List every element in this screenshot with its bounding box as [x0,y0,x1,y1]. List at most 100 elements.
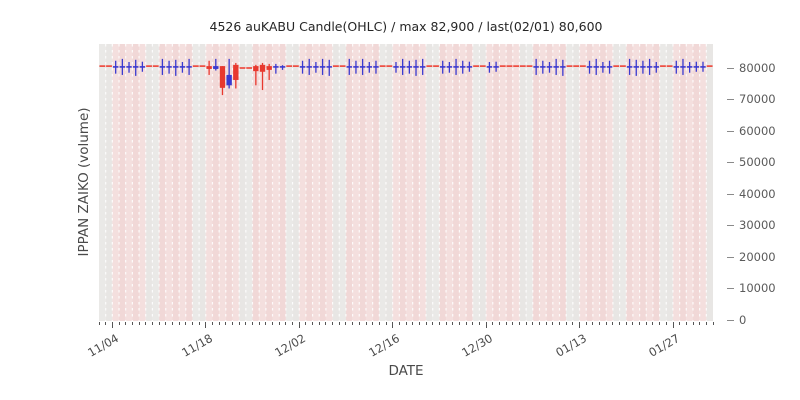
x-minor-tick [458,322,460,325]
x-minor-tick [552,322,554,325]
x-minor-tick [398,322,400,325]
y-tick-mark [727,288,734,289]
x-minor-tick [559,322,560,325]
x-minor-tick [505,322,507,325]
x-minor-tick [652,322,654,325]
x-minor-tick [705,322,707,325]
y-tick-label: 40000 [739,186,776,201]
y-tick-label: 20000 [739,249,776,264]
x-minor-tick [585,322,587,325]
x-minor-tick [532,322,534,325]
x-minor-tick [432,322,434,325]
x-minor-tick [345,322,347,325]
y-tick-label: 50000 [739,155,776,169]
x-minor-tick [545,322,547,325]
x-minor-tick [125,322,127,325]
x-minor-tick [478,322,480,325]
y-axis-label: IPPAN ZAIKO (volume) [76,107,92,257]
x-minor-tick [238,322,240,325]
x-major-tick [111,322,113,328]
x-minor-tick [498,322,500,325]
y-tick-label: 70000 [739,92,776,106]
x-minor-tick [418,322,420,325]
x-minor-tick [452,322,454,325]
x-minor-tick [572,322,574,325]
x-minor-tick [599,322,600,325]
x-minor-tick [685,322,687,325]
x-minor-tick [619,322,621,325]
x-minor-tick [692,322,694,325]
x-minor-tick [445,322,447,325]
chart-title: 4526 auKABU Candle(OHLC) / max 82,900 / … [209,19,603,34]
x-minor-tick [512,322,514,325]
x-minor-tick [98,322,100,325]
x-minor-tick [131,322,133,325]
x-minor-tick [472,322,474,325]
x-minor-tick [158,322,160,325]
x-minor-tick [358,322,360,325]
x-minor-tick [151,322,153,325]
x-minor-tick [145,322,147,325]
x-minor-tick [425,322,427,325]
x-minor-tick [679,322,681,325]
x-minor-tick [659,322,661,325]
x-major-tick [205,322,207,328]
y-tick-mark [727,256,734,258]
x-minor-tick [185,322,187,325]
x-minor-tick [258,322,260,325]
x-minor-tick [438,322,440,325]
x-minor-tick [212,322,213,325]
x-minor-tick [305,322,307,325]
x-minor-tick [138,322,140,325]
x-minor-tick [178,322,180,325]
y-tick-mark [727,193,734,195]
x-minor-tick [405,322,407,325]
y-tick-label: 10000 [739,281,776,295]
x-minor-tick [225,322,227,325]
x-minor-tick [252,322,253,325]
y-tick-label: 80000 [739,60,776,75]
x-minor-tick [245,322,247,325]
x-minor-tick [665,322,667,325]
plot-area [99,44,713,321]
y-tick-mark [727,319,734,321]
y-tick-label: 60000 [739,123,776,138]
x-minor-tick [292,322,293,325]
x-minor-tick [165,322,167,325]
x-minor-tick [191,322,193,325]
x-minor-tick [712,322,714,325]
x-minor-tick [372,322,374,325]
x-minor-tick [639,322,641,325]
x-minor-tick [465,322,467,325]
x-minor-tick [525,322,527,325]
x-minor-tick [118,322,120,325]
x-minor-tick [605,322,607,325]
x-minor-tick [285,322,287,325]
x-minor-tick [632,322,634,325]
x-axis-label: DATE [388,363,424,379]
x-minor-tick [592,322,594,325]
candlestick-chart-svg [99,44,713,321]
x-minor-tick [332,322,334,325]
x-minor-tick [412,322,414,325]
x-minor-tick [699,322,701,325]
x-major-tick [485,322,487,328]
x-minor-tick [278,322,280,325]
x-minor-tick [625,322,627,325]
y-tick-mark [727,67,734,69]
x-minor-tick [105,322,107,325]
x-major-tick [298,322,300,328]
y-tick-mark [727,130,734,132]
x-minor-tick [519,322,520,325]
x-minor-tick [272,322,273,325]
x-minor-tick [352,322,354,325]
x-major-tick [392,322,394,328]
y-tick-mark [727,99,734,100]
x-minor-tick [198,322,200,325]
x-minor-tick [385,322,387,325]
x-minor-tick [325,322,327,325]
x-minor-tick [318,322,320,325]
x-minor-tick [492,322,494,325]
x-minor-tick [365,322,367,325]
x-minor-tick [612,322,614,325]
